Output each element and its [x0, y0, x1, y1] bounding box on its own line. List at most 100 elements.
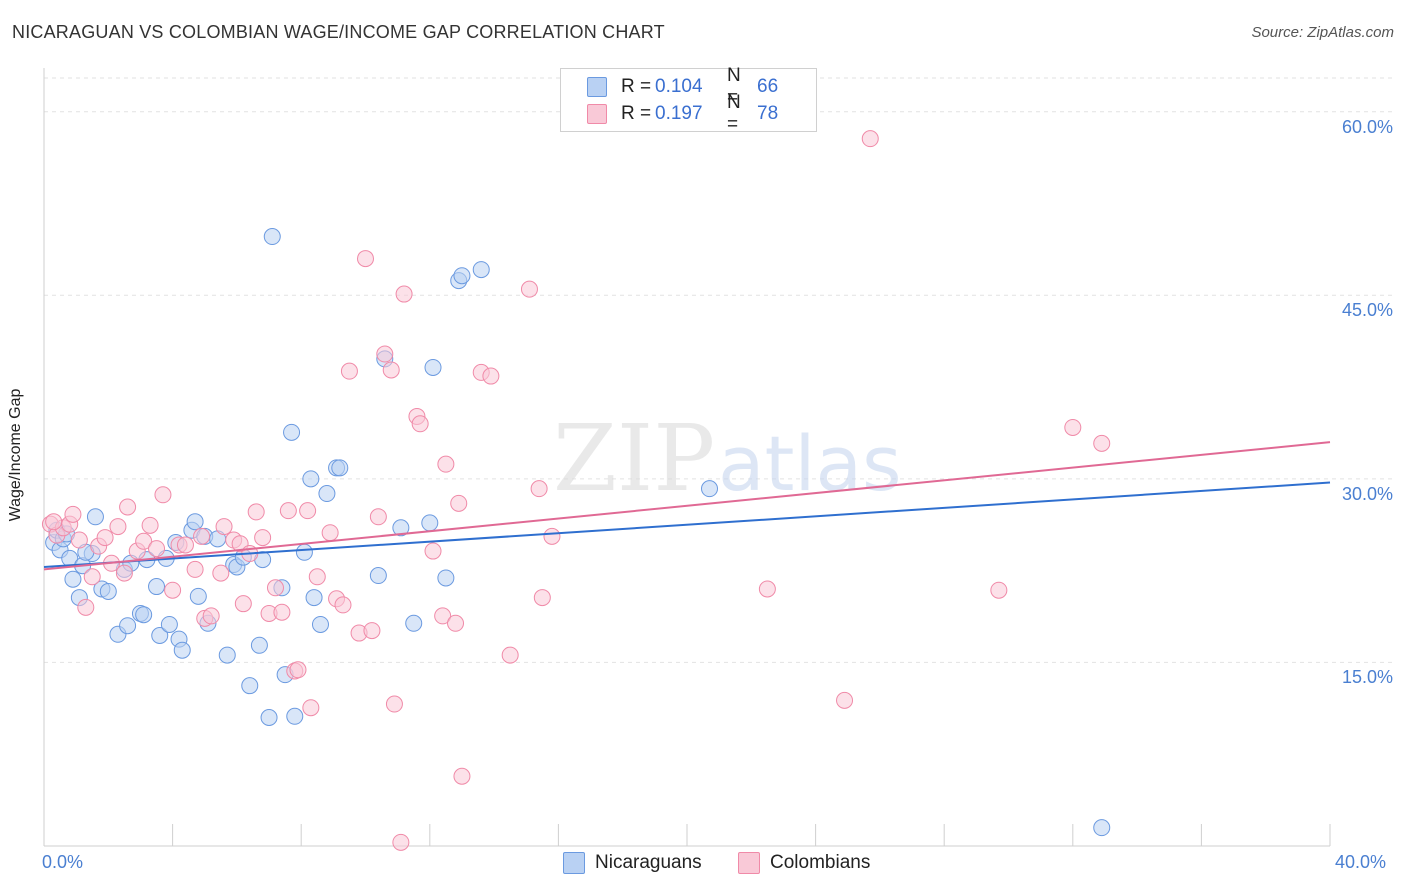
colombians-point [382, 361, 400, 379]
colombians-point [385, 695, 403, 713]
nicaraguans-point [241, 677, 259, 695]
nicaraguans-point [311, 615, 329, 633]
legend-n-label: N = [727, 92, 741, 135]
colombians-point [299, 502, 317, 520]
colombians-point [376, 345, 394, 363]
colombians-point [334, 596, 352, 614]
nicaraguans-point [701, 480, 719, 498]
colombians-point [148, 540, 166, 558]
legend-r-label: R = [621, 76, 652, 97]
colombians-point [96, 529, 114, 547]
colombians-point [164, 581, 182, 599]
chart-title: NICARAGUAN VS COLOMBIAN WAGE/INCOME GAP … [12, 22, 665, 42]
colombians-point [357, 250, 374, 268]
nicaraguans-point [189, 587, 207, 605]
nicaraguans-point [86, 508, 104, 526]
correlation-legend: R = 0.104 N = 66 R = 0.197 N = 78 [560, 65, 817, 135]
colombians-swatch-icon [587, 104, 607, 124]
colombians-point [302, 699, 320, 717]
nicaraguans-point [286, 707, 304, 725]
colombians-point [990, 581, 1008, 599]
colombians-point [530, 480, 548, 498]
colombians-point [234, 595, 252, 613]
colombians-point [520, 280, 538, 298]
colombians-point [369, 508, 387, 526]
nicaraguans-point [218, 646, 236, 664]
colombians-point [289, 661, 307, 679]
nicaraguans-point [135, 606, 153, 624]
colombians-point [758, 580, 776, 598]
colombians-point [70, 531, 88, 549]
colombians-point [193, 527, 211, 545]
nicaraguans-swatch-icon [587, 77, 607, 97]
colombians-point [64, 505, 82, 523]
nicaraguans-trend-line [43, 481, 1331, 568]
colombians-point [247, 503, 265, 521]
colombians-point [861, 130, 879, 148]
y-tick-label: 45.0% [1341, 300, 1393, 321]
nicaraguans-point [64, 570, 82, 588]
colombians-point [273, 603, 291, 621]
colombians-point [154, 486, 172, 504]
y-tick-label: 30.0% [1341, 483, 1393, 504]
nicaraguans-point [1093, 819, 1111, 837]
legend-n-label: N = [727, 65, 741, 108]
colombians-point [83, 568, 101, 586]
colombians-point [135, 532, 153, 550]
nicaraguans-point [260, 709, 278, 726]
chart-source: Source: ZipAtlas.com [1251, 24, 1394, 41]
colombians-point [141, 516, 159, 534]
colombians-point [411, 415, 429, 433]
colombians-point [279, 502, 297, 520]
colombians-point [176, 536, 194, 554]
grid-lines [44, 77, 1392, 663]
colombians-point [115, 564, 133, 582]
colombians-point [533, 589, 551, 607]
nicaraguans-legend-icon [563, 852, 585, 874]
colombians-point [447, 614, 465, 632]
colombians-point [1093, 434, 1111, 452]
nicaraguans-point [173, 641, 191, 659]
bottom-legend-label: Nicaraguans [595, 852, 702, 873]
colombians-point [266, 579, 284, 597]
nicaraguans-point [99, 582, 117, 600]
bottom-legend-label: Colombians [770, 852, 871, 873]
nicaraguans-point [263, 228, 281, 246]
nicaraguans-point [421, 514, 439, 532]
colombians-point [453, 767, 471, 785]
colombians-point [215, 518, 233, 536]
bottom-legend-colombians[interactable]: Colombians [738, 852, 870, 874]
nicaraguans-point [405, 614, 423, 632]
nicaraguans-point [437, 569, 455, 587]
colombians-point [77, 598, 95, 616]
trend-lines [43, 441, 1331, 571]
colombians-point [836, 691, 854, 709]
legend-row-nicaraguans: R = 0.104 N = 66 [587, 65, 778, 108]
nicaraguans-point [424, 358, 442, 376]
colombians-point [254, 529, 272, 547]
legend-r-label: R = [621, 103, 652, 124]
colombians-trend-line [43, 441, 1331, 571]
colombians-point [543, 527, 561, 545]
y-axis-label: Wage/Income Gap [7, 388, 24, 522]
nicaraguans-point [318, 485, 336, 503]
legend-n-value: 78 [757, 103, 779, 124]
nicaraguans-point [148, 578, 166, 596]
colombians-point [212, 564, 230, 582]
colombians-point [450, 494, 468, 512]
nicaraguans-point [472, 261, 490, 279]
colombians-point [202, 607, 220, 625]
colombians-point [119, 498, 137, 516]
nicaraguans-point [250, 636, 268, 654]
colombians-point [482, 367, 500, 385]
colombians-point [1064, 418, 1082, 436]
colombians-point [340, 362, 358, 380]
colombians-legend-icon [738, 852, 760, 874]
colombians-point [109, 518, 127, 536]
colombians-point [437, 455, 455, 473]
bottom-legend-nicaraguans[interactable]: Nicaraguans [563, 852, 702, 874]
colombians-point [363, 622, 381, 640]
nicaraguans-point [186, 513, 204, 531]
colombians-point [321, 524, 339, 542]
